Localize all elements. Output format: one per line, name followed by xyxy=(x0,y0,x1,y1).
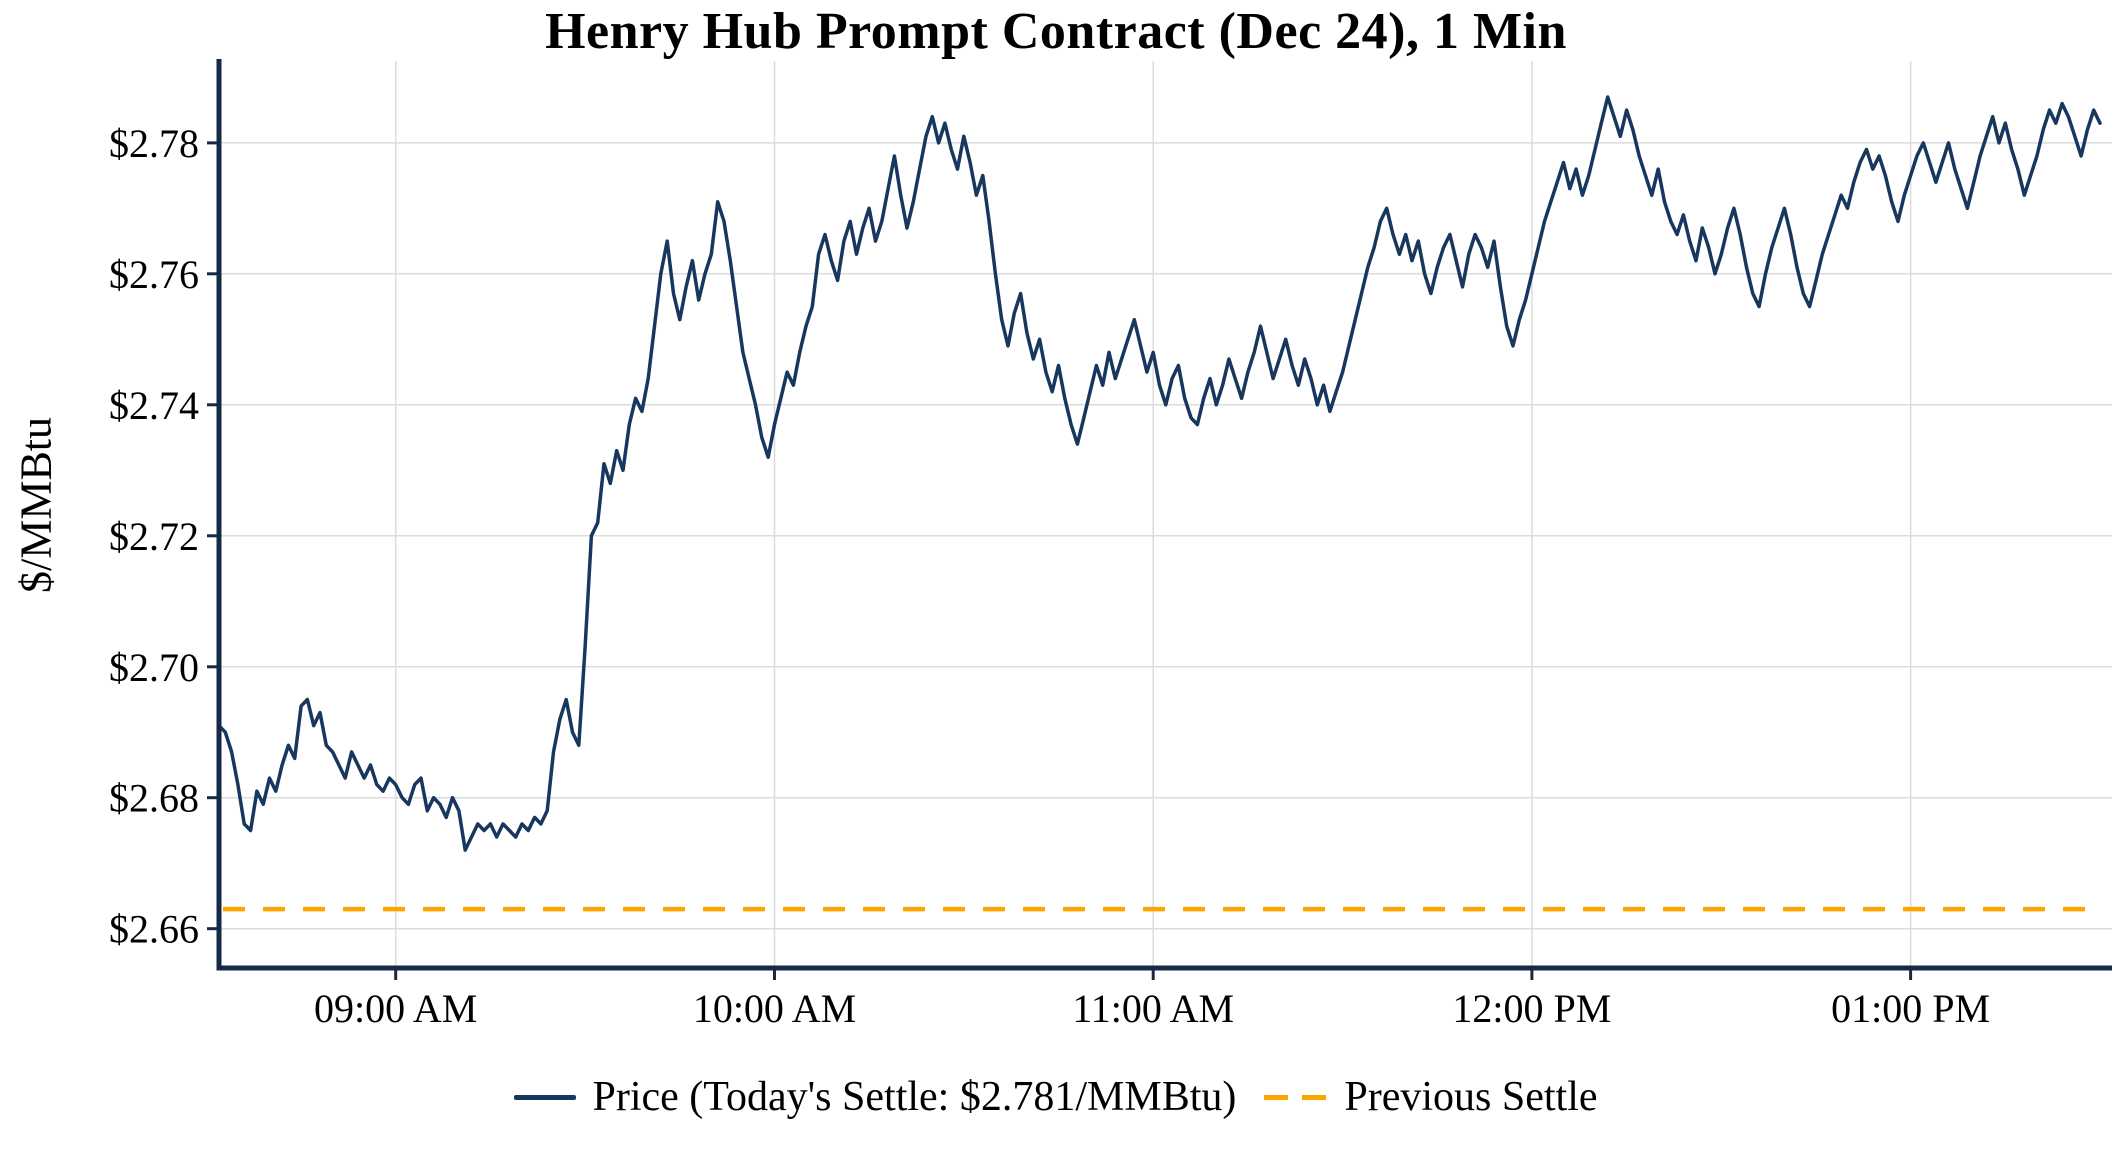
y-tick-label: $2.72 xyxy=(109,514,199,559)
x-tick-label: 09:00 AM xyxy=(314,986,477,1031)
x-tick-label: 11:00 AM xyxy=(1072,986,1234,1031)
legend-item-price: Price (Today's Settle: $2.781/MMBtu) xyxy=(514,1073,1236,1121)
y-tick-label: $2.76 xyxy=(109,252,199,297)
y-tick-label: $2.74 xyxy=(109,383,199,428)
y-tick-label: $2.66 xyxy=(109,907,199,952)
y-tick-label: $2.78 xyxy=(109,121,199,166)
chart-title: Henry Hub Prompt Contract (Dec 24), 1 Mi… xyxy=(545,3,1567,60)
x-tick-label: 01:00 PM xyxy=(1831,986,1990,1031)
price-line-swatch xyxy=(514,1094,577,1100)
x-tick-label: 12:00 PM xyxy=(1452,986,1611,1031)
y-tick-label: $2.68 xyxy=(109,776,199,821)
legend-previous-settle-label: Previous Settle xyxy=(1344,1074,1598,1120)
previous-settle-swatch xyxy=(1264,1094,1329,1100)
price-line xyxy=(217,95,2102,852)
legend-item-previous-settle: Previous Settle xyxy=(1264,1073,1598,1121)
legend-price-label: Price (Today's Settle: $2.781/MMBtu) xyxy=(592,1074,1237,1120)
legend: Price (Today's Settle: $2.781/MMBtu) Pre… xyxy=(0,1068,2112,1126)
x-tick-label: 10:00 AM xyxy=(693,986,856,1031)
y-tick-label: $2.70 xyxy=(109,645,199,690)
